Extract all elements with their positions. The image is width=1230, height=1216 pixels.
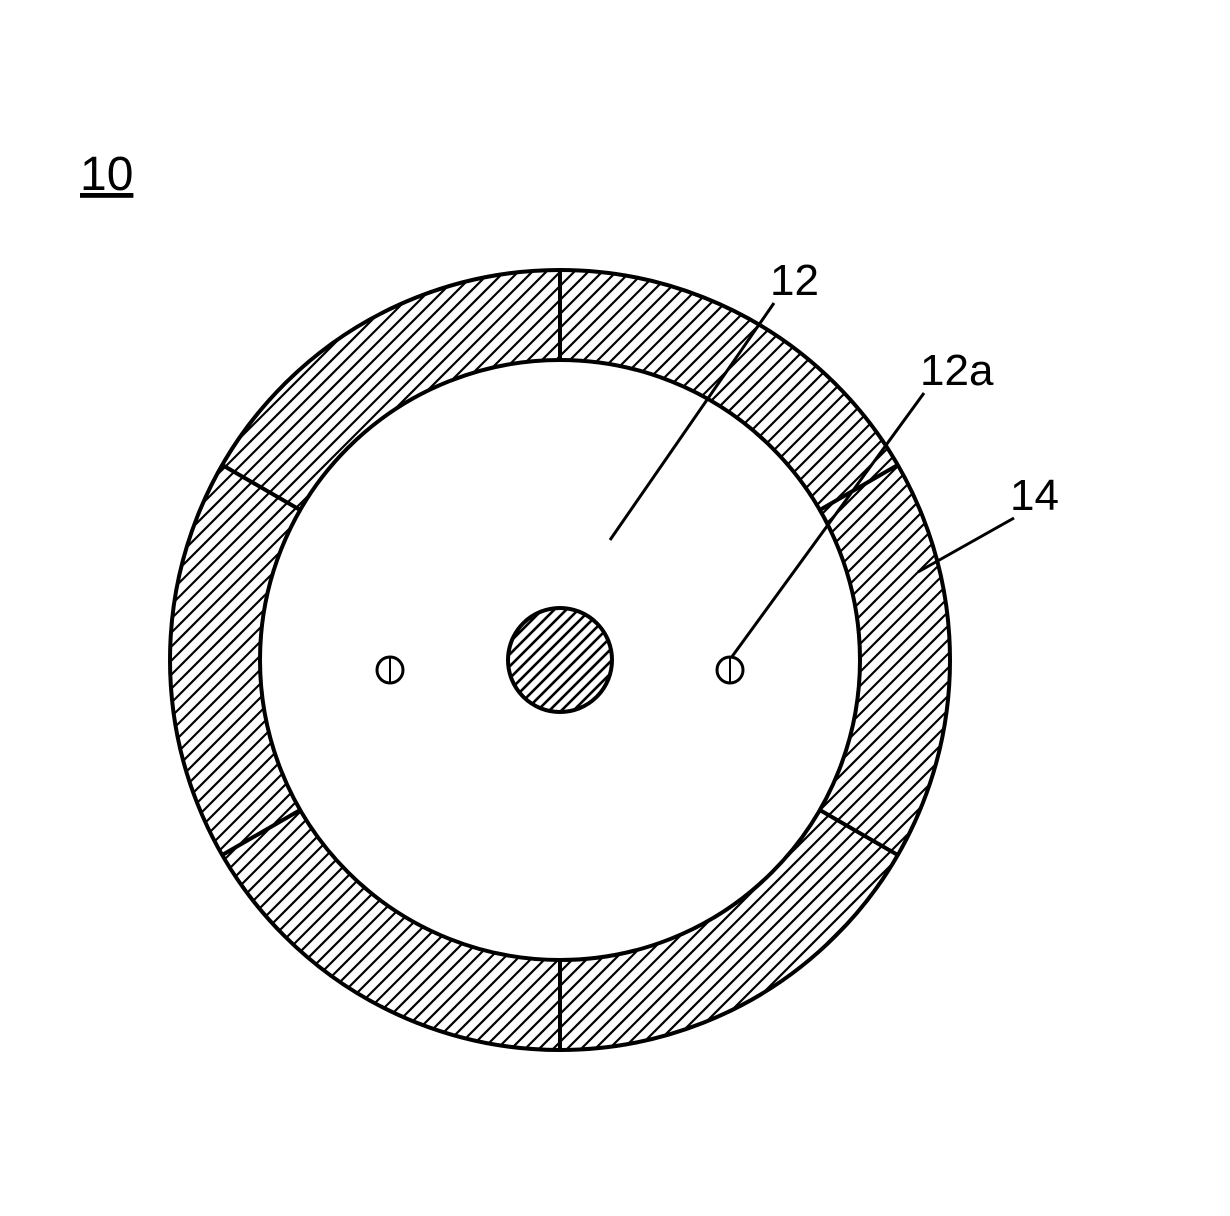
- ring-segment-divider: [222, 810, 300, 855]
- central-hub-hatch: [503, 487, 617, 829]
- callout-label-12a: 12a: [920, 346, 994, 395]
- figure-label: 10: [80, 148, 133, 201]
- callout-label-14: 14: [1010, 471, 1059, 520]
- central-hub: [508, 608, 612, 712]
- ring-segment-divider: [820, 465, 898, 510]
- technical-diagram: 10 12 12a 14: [0, 0, 1230, 1216]
- outer-ring-outer-edge: [170, 270, 950, 1050]
- ring-segment-divider: [820, 810, 898, 855]
- outer-ring-inner-edge: [260, 360, 860, 960]
- callout-label-12: 12: [770, 256, 819, 305]
